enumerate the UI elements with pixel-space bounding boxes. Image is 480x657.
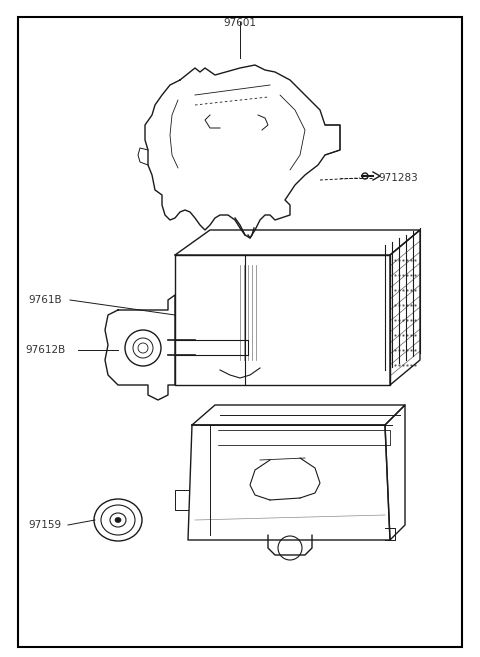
Text: 9761B: 9761B <box>28 295 61 305</box>
Ellipse shape <box>115 518 121 522</box>
Text: 97601: 97601 <box>224 18 256 28</box>
Text: 97612B: 97612B <box>25 345 65 355</box>
Text: 97159: 97159 <box>28 520 61 530</box>
Text: 971283: 971283 <box>378 173 418 183</box>
